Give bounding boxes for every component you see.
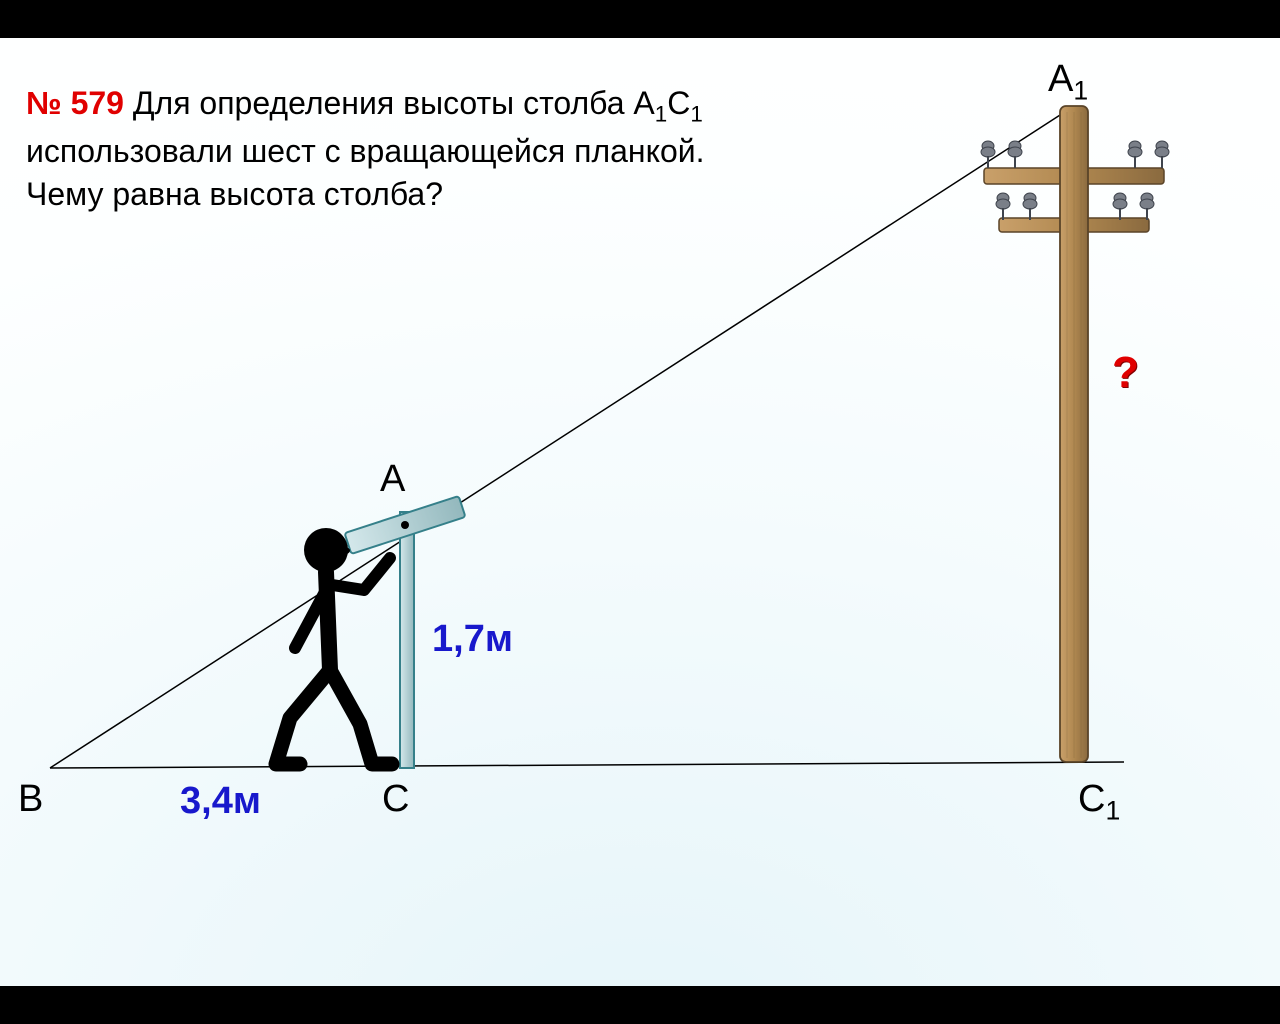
measure-BC: 3,4м xyxy=(180,780,261,823)
point-label-C1: C1 xyxy=(1078,778,1120,827)
point-label-A1: A1 xyxy=(1048,58,1088,107)
point-label-B: B xyxy=(18,778,43,821)
point-label-C: C xyxy=(382,778,409,821)
point-label-A: A xyxy=(380,458,405,501)
diagram-stage: № 579 Для определения высоты столба А1С1… xyxy=(0,38,1280,986)
measure-AC: 1,7м xyxy=(432,618,513,661)
geometry-drawing xyxy=(0,38,1280,986)
unknown-mark: ? xyxy=(1112,348,1139,398)
